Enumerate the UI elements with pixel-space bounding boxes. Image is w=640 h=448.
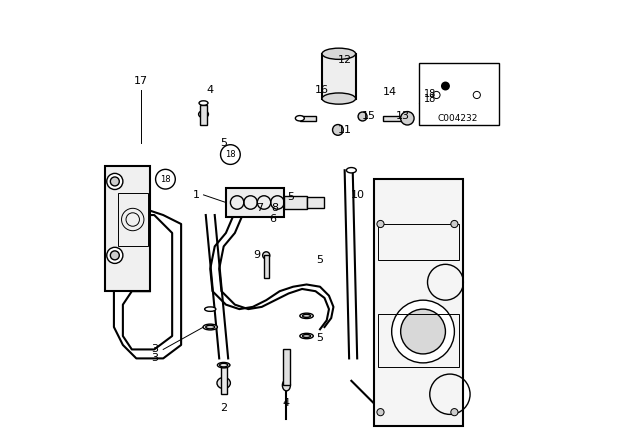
Ellipse shape bbox=[218, 362, 230, 368]
Text: 16: 16 bbox=[316, 85, 329, 95]
Bar bbox=[378, 224, 459, 260]
Circle shape bbox=[358, 112, 367, 121]
Text: 4: 4 bbox=[283, 398, 290, 408]
Circle shape bbox=[451, 409, 458, 416]
Bar bbox=[221, 367, 227, 394]
Text: 13: 13 bbox=[396, 112, 410, 121]
Bar bbox=[383, 116, 408, 121]
Text: C004232: C004232 bbox=[438, 114, 478, 123]
Text: 18: 18 bbox=[160, 175, 171, 184]
Circle shape bbox=[451, 220, 458, 228]
Circle shape bbox=[107, 247, 123, 263]
Circle shape bbox=[333, 125, 343, 135]
Circle shape bbox=[110, 251, 119, 260]
Ellipse shape bbox=[262, 252, 270, 259]
Bar bbox=[300, 116, 316, 121]
Bar bbox=[374, 179, 463, 426]
Bar bbox=[200, 105, 207, 125]
Text: 18: 18 bbox=[424, 89, 436, 99]
Text: 3: 3 bbox=[151, 353, 157, 363]
Circle shape bbox=[107, 173, 123, 190]
Ellipse shape bbox=[199, 101, 208, 105]
Text: 14: 14 bbox=[382, 87, 397, 97]
Ellipse shape bbox=[220, 363, 228, 367]
Bar bbox=[323, 54, 356, 99]
Text: 11: 11 bbox=[338, 125, 351, 135]
Ellipse shape bbox=[322, 48, 356, 60]
Ellipse shape bbox=[296, 116, 305, 121]
Ellipse shape bbox=[217, 377, 230, 389]
Ellipse shape bbox=[203, 324, 218, 330]
Text: 7: 7 bbox=[256, 203, 263, 213]
Text: 6: 6 bbox=[269, 214, 276, 224]
Bar bbox=[378, 314, 459, 367]
Bar bbox=[118, 193, 148, 246]
Text: 5: 5 bbox=[317, 333, 323, 343]
Circle shape bbox=[401, 309, 445, 354]
Text: 18: 18 bbox=[225, 150, 236, 159]
Text: 18: 18 bbox=[424, 94, 436, 103]
Circle shape bbox=[401, 112, 414, 125]
Ellipse shape bbox=[282, 380, 291, 391]
Circle shape bbox=[221, 145, 240, 164]
Bar bbox=[105, 166, 150, 291]
Bar bbox=[284, 349, 289, 385]
Circle shape bbox=[110, 177, 119, 186]
Bar bbox=[284, 196, 307, 209]
Ellipse shape bbox=[198, 111, 209, 118]
Ellipse shape bbox=[205, 307, 216, 311]
Bar bbox=[264, 255, 269, 278]
Circle shape bbox=[156, 169, 175, 189]
Text: 8: 8 bbox=[271, 203, 279, 213]
Text: 1: 1 bbox=[193, 190, 200, 200]
Ellipse shape bbox=[303, 314, 310, 318]
Text: 10: 10 bbox=[351, 190, 365, 200]
Ellipse shape bbox=[346, 168, 356, 173]
Text: 4: 4 bbox=[207, 85, 214, 95]
Text: 17: 17 bbox=[134, 76, 148, 86]
Bar bbox=[226, 188, 284, 217]
Ellipse shape bbox=[303, 334, 310, 338]
Ellipse shape bbox=[322, 93, 356, 104]
Text: 5: 5 bbox=[220, 138, 227, 148]
Text: 5: 5 bbox=[317, 255, 323, 265]
Circle shape bbox=[377, 409, 384, 416]
Circle shape bbox=[392, 300, 454, 363]
Circle shape bbox=[441, 82, 450, 90]
Bar bbox=[419, 63, 499, 125]
Text: 9: 9 bbox=[253, 250, 261, 260]
Ellipse shape bbox=[300, 313, 314, 319]
Ellipse shape bbox=[206, 325, 215, 329]
Ellipse shape bbox=[300, 333, 314, 339]
Text: 2: 2 bbox=[220, 403, 227, 413]
Text: 12: 12 bbox=[337, 56, 352, 65]
Circle shape bbox=[377, 220, 384, 228]
Text: 15: 15 bbox=[362, 112, 376, 121]
Bar bbox=[307, 197, 324, 208]
Text: 5: 5 bbox=[287, 192, 294, 202]
Text: 3: 3 bbox=[151, 345, 157, 354]
